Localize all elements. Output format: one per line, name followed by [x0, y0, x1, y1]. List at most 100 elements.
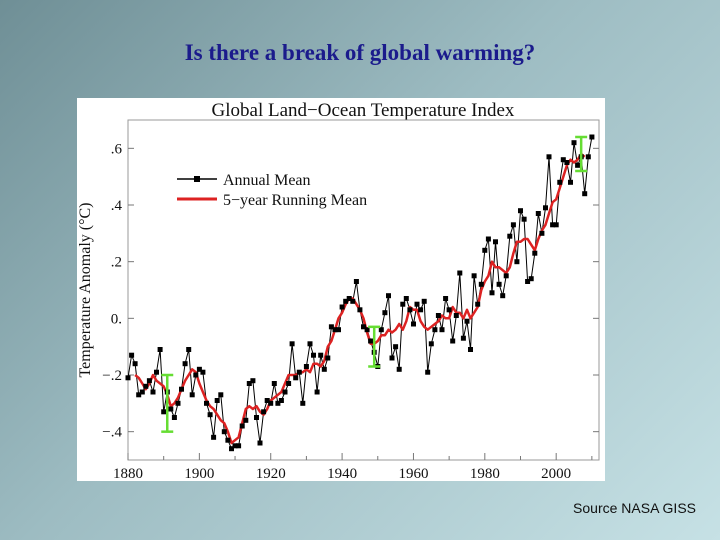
annual-mean-point — [550, 222, 556, 228]
annual-mean-point — [250, 378, 256, 384]
annual-mean-point — [496, 281, 502, 287]
x-tick-label: 1920 — [256, 466, 286, 481]
annual-mean-point — [200, 369, 206, 375]
annual-mean-point — [478, 281, 484, 287]
annual-mean-point — [339, 304, 345, 310]
annual-mean-point — [179, 386, 184, 392]
annual-mean-point — [303, 364, 309, 369]
annual-mean-point — [132, 361, 138, 367]
annual-mean-point — [560, 157, 566, 163]
annual-mean-point — [143, 383, 149, 389]
annual-mean-point — [493, 239, 498, 245]
y-tick-label: .4 — [111, 198, 123, 214]
legend-marker-annual — [194, 176, 200, 182]
annual-mean-point — [353, 279, 359, 284]
annual-mean-point — [161, 409, 167, 415]
annual-mean-point — [414, 301, 420, 307]
annual-mean-point — [357, 307, 363, 313]
annual-mean-point — [468, 347, 473, 352]
annual-mean-point — [325, 355, 331, 361]
annual-mean-point — [186, 347, 192, 352]
x-tick-label: 1900 — [184, 466, 214, 481]
annual-mean-point — [300, 400, 306, 406]
annual-mean-point — [528, 276, 534, 282]
annual-mean-point — [193, 372, 199, 378]
annual-mean-point — [139, 389, 145, 395]
annual-mean-point — [364, 327, 370, 333]
annual-mean-point — [232, 443, 238, 449]
annual-mean-point — [418, 307, 424, 313]
annual-mean-point — [236, 443, 242, 449]
annual-mean-point — [207, 412, 213, 418]
y-tick-label: .6 — [111, 141, 123, 157]
annual-mean-point — [411, 321, 416, 327]
annual-mean-point — [428, 341, 434, 347]
y-axis-ticks: −.4 −.2 0. .2 .4 .6 — [102, 141, 599, 441]
annual-mean-point — [146, 378, 152, 384]
annual-mean-point — [218, 392, 224, 398]
chart-background — [77, 98, 605, 481]
annual-mean-point — [510, 222, 516, 228]
annual-mean-point — [168, 406, 174, 412]
annual-mean-point — [464, 318, 470, 324]
annual-mean-point — [182, 361, 188, 367]
annual-mean-point — [432, 327, 438, 333]
legend-label-running: 5−year Running Mean — [223, 192, 367, 209]
annual-mean-point — [243, 417, 249, 423]
annual-mean-point — [514, 259, 520, 265]
annual-mean-point — [553, 222, 559, 228]
annual-mean-point — [125, 375, 131, 381]
chart-panel: Global Land−Ocean Temperature Index Temp… — [77, 98, 605, 482]
series-layer — [125, 134, 595, 452]
annual-mean-point — [435, 313, 441, 318]
annual-mean-point — [271, 381, 277, 386]
annual-mean-point — [568, 179, 573, 185]
x-tick-label: 1940 — [327, 466, 357, 481]
annual-mean-point — [564, 160, 570, 165]
annual-mean-point — [204, 400, 209, 406]
annual-mean-point — [293, 375, 299, 381]
annual-mean-point — [286, 381, 292, 386]
annual-mean-point — [407, 307, 413, 313]
annual-mean-point — [475, 301, 481, 307]
annual-mean-point — [321, 366, 327, 372]
annual-mean-point — [403, 296, 409, 301]
annual-mean-point — [450, 338, 456, 344]
annual-mean-point — [332, 327, 338, 333]
annual-mean-point — [328, 324, 334, 330]
annual-mean-point — [585, 154, 591, 160]
annual-mean-point — [460, 335, 466, 341]
annual-mean-point — [257, 440, 263, 446]
annual-mean-point — [489, 290, 495, 296]
plot-area-frame — [127, 119, 600, 461]
annual-mean-point — [264, 398, 270, 403]
annual-mean-point — [389, 355, 395, 361]
annual-mean-point — [457, 270, 463, 276]
annual-mean-point — [246, 381, 252, 386]
annual-mean-point — [575, 162, 581, 168]
annual-mean-point — [175, 400, 181, 406]
annual-mean-point — [268, 400, 274, 406]
annual-mean-point — [443, 296, 449, 301]
y-tick-label: 0. — [111, 311, 122, 327]
annual-mean-point — [382, 310, 388, 316]
annual-mean-point — [307, 341, 313, 347]
annual-mean-point — [275, 400, 281, 406]
annual-mean-point — [368, 338, 374, 344]
y-axis-label: Temperature Anomaly (°C) — [77, 203, 94, 378]
annual-mean-point — [239, 423, 245, 429]
annual-mean-point — [229, 446, 234, 452]
x-tick-label: 2000 — [541, 466, 571, 481]
annual-mean-point — [346, 296, 352, 301]
annual-mean-point — [589, 134, 595, 140]
annual-mean-point — [500, 293, 506, 299]
x-tick-label: 1980 — [470, 466, 500, 481]
y-tick-label: .2 — [111, 255, 122, 271]
annual-mean-point — [582, 191, 588, 197]
temperature-chart: Global Land−Ocean Temperature Index Temp… — [77, 98, 605, 482]
annual-mean-point — [518, 208, 523, 214]
annual-mean-point — [557, 179, 563, 185]
annual-mean-point — [446, 307, 452, 313]
x-tick-label: 1880 — [113, 466, 143, 481]
annual-mean-point — [453, 313, 459, 318]
